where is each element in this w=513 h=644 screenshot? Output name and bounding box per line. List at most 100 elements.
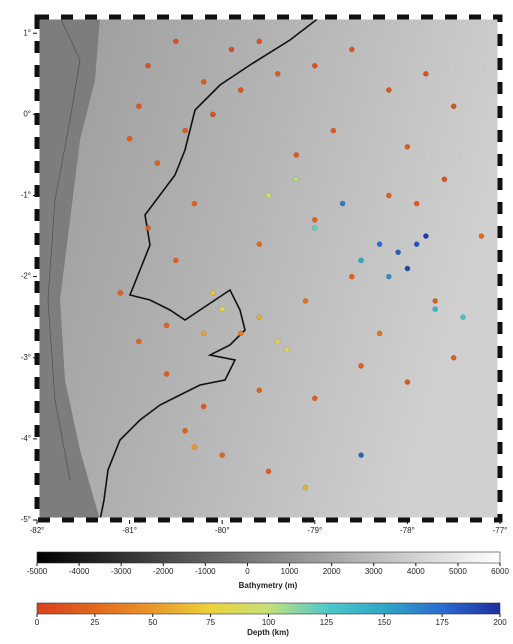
earthquake xyxy=(118,290,123,295)
earthquake xyxy=(192,444,197,449)
earthquake xyxy=(386,87,391,92)
earthquake xyxy=(238,331,243,336)
earthquake xyxy=(220,452,225,457)
earthquake xyxy=(275,339,280,344)
earthquake xyxy=(303,298,308,303)
earthquake xyxy=(442,177,447,182)
colorbar-tick-label: 1000 xyxy=(281,567,299,576)
colorbar-tick-label: 50 xyxy=(148,618,157,627)
colorbar-tick-label: 5000 xyxy=(449,567,467,576)
colorbar-tick-label: -4000 xyxy=(69,567,90,576)
colorbar-tick-label: 200 xyxy=(493,618,507,627)
earthquake xyxy=(377,331,382,336)
earthquake xyxy=(359,258,364,263)
y-tick-label: -2° xyxy=(21,272,31,281)
earthquake xyxy=(312,225,317,230)
map-background xyxy=(37,17,500,520)
earthquake xyxy=(405,266,410,271)
colorbar-tick-label: -1000 xyxy=(195,567,216,576)
earthquake xyxy=(405,144,410,149)
earthquake xyxy=(359,452,364,457)
colorbar-tick-label: 75 xyxy=(206,618,215,627)
colorbar-tick-label: 2000 xyxy=(323,567,341,576)
earthquake xyxy=(312,63,317,68)
earthquake xyxy=(284,347,289,352)
colorbar-tick-label: -5000 xyxy=(27,567,48,576)
colorbar-tick-label: 150 xyxy=(378,618,392,627)
earthquake xyxy=(349,47,354,52)
x-tick-label: -80° xyxy=(215,526,230,535)
x-tick-label: -77° xyxy=(493,526,508,535)
earthquake xyxy=(201,331,206,336)
colorbar-tick-label: 4000 xyxy=(407,567,425,576)
earthquake xyxy=(423,233,428,238)
x-tick-label: -78° xyxy=(400,526,415,535)
colorbar-tick-label: 175 xyxy=(435,618,449,627)
earthquake xyxy=(451,104,456,109)
earthquake xyxy=(331,128,336,133)
earthquake xyxy=(433,306,438,311)
earthquake xyxy=(183,428,188,433)
earthquake xyxy=(155,160,160,165)
earthquake xyxy=(359,363,364,368)
earthquake xyxy=(266,193,271,198)
earthquake xyxy=(173,39,178,44)
earthquake xyxy=(257,39,262,44)
earthquake xyxy=(220,306,225,311)
earthquake xyxy=(396,250,401,255)
earthquake xyxy=(136,104,141,109)
earthquake xyxy=(303,485,308,490)
colorbar-tick-label: 100 xyxy=(262,618,276,627)
earthquake xyxy=(164,371,169,376)
y-tick-label: -5° xyxy=(21,515,31,524)
colorbar-tick-label: 0 xyxy=(35,618,40,627)
earthquake xyxy=(257,315,262,320)
x-tick-label: -81° xyxy=(122,526,137,535)
earthquake xyxy=(386,193,391,198)
earthquake xyxy=(201,79,206,84)
earthquake xyxy=(414,242,419,247)
earthquake xyxy=(238,87,243,92)
earthquake xyxy=(377,242,382,247)
earthquake xyxy=(312,217,317,222)
earthquake xyxy=(349,274,354,279)
bathymetry-colorbar xyxy=(37,552,500,563)
earthquake xyxy=(312,396,317,401)
earthquake xyxy=(433,298,438,303)
earthquake xyxy=(146,225,151,230)
x-tick-label: -79° xyxy=(307,526,322,535)
earthquake xyxy=(275,71,280,76)
earthquake xyxy=(192,201,197,206)
earthquake xyxy=(257,242,262,247)
y-tick-label: 1° xyxy=(23,28,31,37)
depth-label: Depth (km) xyxy=(247,628,289,637)
map-figure: Bathymetry (m) Depth (km) -82° -81° -80° -7… xyxy=(0,0,513,639)
earthquake xyxy=(266,469,271,474)
colorbar-tick-label: 25 xyxy=(90,618,99,627)
earthquake xyxy=(423,71,428,76)
colorbar-tick-label: 3000 xyxy=(365,567,383,576)
earthquake xyxy=(210,112,215,117)
y-tick-label: 0° xyxy=(23,109,31,118)
earthquake xyxy=(386,274,391,279)
x-tick-label: -82° xyxy=(30,526,45,535)
colorbar-tick-label: -3000 xyxy=(111,567,132,576)
earthquake xyxy=(460,315,465,320)
earthquake xyxy=(479,233,484,238)
earthquake xyxy=(136,339,141,344)
y-tick-label: -3° xyxy=(21,353,31,362)
earthquake xyxy=(294,177,299,182)
colorbar-tick-label: -2000 xyxy=(153,567,174,576)
earthquake xyxy=(405,379,410,384)
earthquake xyxy=(340,201,345,206)
earthquake xyxy=(201,404,206,409)
earthquake xyxy=(294,152,299,157)
earthquake xyxy=(127,136,132,141)
y-tick-label: -1° xyxy=(21,191,31,200)
earthquake xyxy=(451,355,456,360)
earthquake xyxy=(229,47,234,52)
earthquake xyxy=(183,128,188,133)
colorbar-tick-label: 125 xyxy=(320,618,334,627)
earthquake xyxy=(173,258,178,263)
bathymetry-label: Bathymetry (m) xyxy=(239,581,298,590)
